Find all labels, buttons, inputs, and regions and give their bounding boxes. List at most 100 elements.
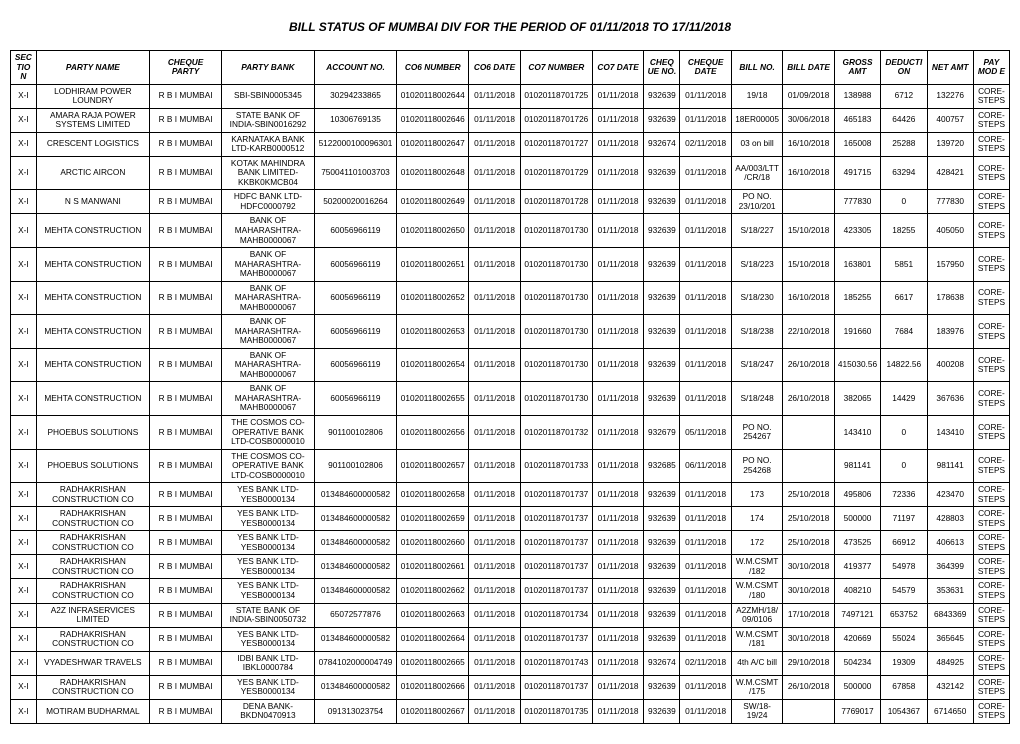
table-cell: AMARA RAJA POWER SYSTEMS LIMITED [36,108,149,132]
table-cell: 02/11/2018 [680,132,731,156]
table-cell: W.M.CSMT /181 [731,627,782,651]
table-cell: 01/11/2018 [592,603,643,627]
table-cell: X-I [11,248,37,282]
table-cell: 01020118701728 [520,190,592,214]
table-cell: X-I [11,699,37,723]
table-cell: 185255 [834,281,880,315]
table-cell: 01/11/2018 [592,348,643,382]
table-cell: 01/11/2018 [592,281,643,315]
table-cell: 01/11/2018 [592,651,643,675]
table-cell: 03 on bill [731,132,782,156]
table-cell: X-I [11,214,37,248]
table-cell: S/18/247 [731,348,782,382]
table-cell: 932639 [644,214,680,248]
col-cheque-date: CHEQUE DATE [680,51,731,85]
col-co6-number: CO6 NUMBER [397,51,469,85]
table-cell: 405050 [927,214,973,248]
table-row: X-IMEHTA CONSTRUCTIONR B I MUMBAIBANK OF… [11,281,1010,315]
table-cell: 25/10/2018 [783,483,834,507]
table-cell: RADHAKRISHAN CONSTRUCTION CO [36,483,149,507]
table-cell: 777830 [834,190,880,214]
table-cell: 26/10/2018 [783,382,834,416]
table-cell: 01/11/2018 [469,281,520,315]
table-row: X-IMEHTA CONSTRUCTIONR B I MUMBAIBANK OF… [11,248,1010,282]
bill-status-table: SEC TIO N PARTY NAME CHEQUE PARTY PARTY … [10,50,1010,724]
table-cell: 67858 [881,675,927,699]
table-cell: X-I [11,156,37,190]
table-cell: 30/10/2018 [783,627,834,651]
table-cell: 932639 [644,483,680,507]
table-cell: CORE-STEPS [973,214,1009,248]
table-cell: 01/11/2018 [592,108,643,132]
table-cell: PO NO. 254267 [731,416,782,450]
table-cell: 01020118002644 [397,84,469,108]
table-cell: CORE-STEPS [973,190,1009,214]
table-cell: R B I MUMBAI [150,531,222,555]
table-cell: W.M.CSMT /180 [731,579,782,603]
table-cell: BANK OF MAHARASHTRA-MAHB0000067 [222,248,315,282]
table-cell: 163801 [834,248,880,282]
table-cell: A2ZMH/18/09/0106 [731,603,782,627]
table-row: X-ICRESCENT LOGISTICSR B I MUMBAIKARNATA… [11,132,1010,156]
table-cell: 16/10/2018 [783,132,834,156]
col-account-no: ACCOUNT NO. [314,51,396,85]
table-cell: S/18/238 [731,315,782,349]
table-cell: R B I MUMBAI [150,248,222,282]
table-cell: 01020118701729 [520,156,592,190]
table-cell: 18ER00005 [731,108,782,132]
table-cell: 01020118002660 [397,531,469,555]
table-cell: 02/11/2018 [680,651,731,675]
col-deduction: DEDUCTI ON [881,51,927,85]
table-cell: 01/11/2018 [592,483,643,507]
table-cell: 01/11/2018 [680,555,731,579]
table-cell: 01/11/2018 [680,156,731,190]
table-cell: 10306769135 [314,108,396,132]
table-cell: X-I [11,281,37,315]
table-cell: AA/003/LTT/CR/18 [731,156,782,190]
table-row: X-IVYADESHWAR TRAVELSR B I MUMBAIIDBI BA… [11,651,1010,675]
table-cell: YES BANK LTD-YESB0000134 [222,627,315,651]
table-cell: CORE-STEPS [973,483,1009,507]
table-cell: 01/11/2018 [592,699,643,723]
table-cell: MEHTA CONSTRUCTION [36,281,149,315]
table-cell [783,190,834,214]
table-cell: 6843369 [927,603,973,627]
table-cell: 01020118002649 [397,190,469,214]
table-cell: 06/11/2018 [680,449,731,483]
table-cell: 01/11/2018 [592,531,643,555]
table-cell: R B I MUMBAI [150,416,222,450]
table-cell: 01020118002659 [397,507,469,531]
col-bill-date: BILL DATE [783,51,834,85]
table-cell: 143410 [834,416,880,450]
table-cell: 01020118002646 [397,108,469,132]
table-cell: 495806 [834,483,880,507]
table-cell: 01020118002664 [397,627,469,651]
col-cheque-party: CHEQUE PARTY [150,51,222,85]
table-cell: 013484600000582 [314,579,396,603]
table-cell: 01020118701737 [520,507,592,531]
table-cell: 364399 [927,555,973,579]
table-cell: BANK OF MAHARASHTRA-MAHB0000067 [222,214,315,248]
col-co6-date: CO6 DATE [469,51,520,85]
table-cell: 165008 [834,132,880,156]
table-row: X-IRADHAKRISHAN CONSTRUCTION COR B I MUM… [11,675,1010,699]
table-cell: X-I [11,675,37,699]
table-cell: 01020118002658 [397,483,469,507]
table-cell: 01020118701732 [520,416,592,450]
table-row: X-IMEHTA CONSTRUCTIONR B I MUMBAIBANK OF… [11,348,1010,382]
table-cell: 428421 [927,156,973,190]
table-cell: 932674 [644,651,680,675]
table-cell: R B I MUMBAI [150,449,222,483]
table-cell: X-I [11,315,37,349]
table-row: X-IMEHTA CONSTRUCTIONR B I MUMBAIBANK OF… [11,315,1010,349]
col-co7-date: CO7 DATE [592,51,643,85]
table-cell: CORE-STEPS [973,132,1009,156]
table-cell: 01020118701730 [520,348,592,382]
table-cell: 7684 [881,315,927,349]
table-cell: 01020118002648 [397,156,469,190]
table-cell: 484925 [927,651,973,675]
table-cell: 01/11/2018 [592,449,643,483]
table-cell: 01/11/2018 [469,531,520,555]
table-cell: 013484600000582 [314,507,396,531]
table-cell: 01/11/2018 [680,483,731,507]
